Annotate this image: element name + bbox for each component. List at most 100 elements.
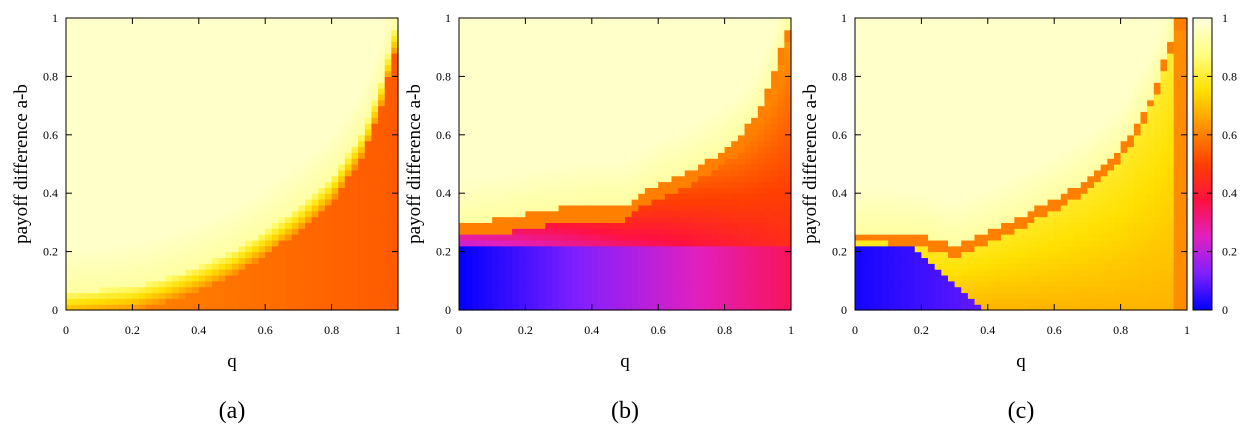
heatmap-cell: [66, 169, 74, 177]
heatmap-cell: [318, 140, 326, 148]
heatmap-cell: [605, 82, 613, 89]
heatmap-cell: [185, 76, 193, 83]
heatmap-cell: [591, 216, 600, 223]
heatmap-cell: [92, 58, 100, 66]
heatmap-cell: [351, 47, 359, 54]
heatmap-cell: [671, 263, 679, 270]
heatmap-cell: [258, 117, 266, 124]
heatmap-cell: [704, 152, 712, 159]
heatmap-cell: [751, 29, 759, 37]
heatmap-cell: [478, 292, 487, 299]
heatmap-cell: [757, 47, 766, 54]
heatmap-cell: [478, 187, 487, 194]
heatmap-cell: [631, 70, 639, 77]
heatmap-cell: [625, 187, 633, 194]
heatmap-cell: [238, 187, 246, 194]
heatmap-cell: [344, 228, 353, 235]
heatmap-cell: [331, 292, 339, 299]
heatmap-cell: [591, 158, 600, 165]
heatmap-cell: [245, 199, 253, 206]
heatmap-cell: [119, 18, 127, 25]
heatmap-cell: [139, 158, 147, 165]
heatmap-cell: [459, 228, 467, 235]
heatmap-cell: [185, 64, 193, 72]
heatmap-cell: [478, 298, 487, 305]
heatmap-cell: [192, 82, 200, 89]
heatmap-cell: [158, 234, 167, 241]
heatmap-cell: [578, 29, 586, 37]
heatmap-cell: [478, 88, 487, 95]
heatmap-cell: [85, 274, 94, 282]
heatmap-cell: [777, 269, 785, 276]
heatmap-cell: [79, 204, 87, 212]
heatmap-cell: [532, 181, 540, 188]
heatmap-cell: [731, 193, 739, 200]
heatmap-cell: [478, 263, 487, 270]
heatmap-cell: [99, 292, 107, 299]
heatmap-cell: [598, 53, 606, 60]
heatmap-cell: [185, 164, 193, 171]
heatmap-cell: [545, 58, 553, 66]
heatmap-cell: [265, 274, 273, 282]
heatmap-cell: [664, 76, 673, 83]
heatmap-cell: [605, 234, 613, 241]
heatmap-cell: [465, 228, 473, 235]
heatmap-cell: [512, 199, 520, 206]
heatmap-cell: [344, 88, 353, 95]
heatmap-cell: [92, 269, 100, 276]
heatmap-cell: [351, 181, 359, 188]
heatmap-cell: [324, 41, 333, 48]
heatmap-cell: [258, 204, 266, 212]
heatmap-cell: [358, 23, 366, 31]
heatmap-cell: [371, 58, 379, 66]
heatmap-cell: [545, 263, 553, 270]
heatmap-cell: [737, 245, 746, 253]
heatmap-cell: [472, 234, 480, 241]
heatmap-cell: [298, 193, 306, 200]
heatmap-cell: [571, 298, 580, 305]
heatmap-cell: [757, 216, 766, 223]
heatmap-cell: [678, 269, 686, 276]
heatmap-cell: [119, 53, 127, 60]
heatmap-cell: [465, 263, 473, 270]
heatmap-cell: [724, 234, 732, 241]
heatmap-cell: [178, 146, 187, 153]
heatmap-cell: [291, 204, 299, 212]
heatmap-cell: [625, 18, 633, 25]
heatmap-cell: [678, 76, 686, 83]
heatmap-cell: [232, 187, 240, 194]
heatmap-cell: [518, 169, 526, 177]
heatmap-cell: [105, 88, 114, 95]
heatmap-cell: [698, 274, 706, 282]
heatmap-cell: [704, 58, 712, 66]
heatmap-cell: [724, 175, 732, 183]
heatmap-cell: [717, 53, 726, 60]
heatmap-cell: [538, 251, 546, 259]
heatmap-cell: [152, 82, 160, 89]
heatmap-cell: [651, 117, 659, 124]
heatmap-cell: [99, 245, 107, 253]
heatmap-cell: [771, 111, 779, 118]
heatmap-cell: [278, 134, 286, 142]
heatmap-cell: [472, 128, 480, 136]
heatmap-cell: [578, 286, 586, 294]
heatmap-cell: [344, 47, 353, 54]
heatmap-cell: [278, 280, 286, 288]
heatmap-cell: [185, 245, 193, 253]
heatmap-cell: [658, 204, 666, 212]
heatmap-cell: [478, 70, 487, 77]
heatmap-cell: [192, 257, 200, 264]
heatmap-cell: [185, 105, 193, 113]
heatmap-cell: [744, 64, 752, 72]
heatmap-cell: [591, 251, 600, 259]
heatmap-cell: [232, 41, 240, 48]
heatmap-cell: [192, 228, 200, 235]
heatmap-cell: [305, 304, 313, 311]
heatmap-cell: [724, 35, 732, 42]
heatmap-cell: [258, 228, 266, 235]
heatmap-cell: [99, 134, 107, 142]
heatmap-cell: [225, 35, 233, 42]
heatmap-cell: [625, 204, 633, 212]
heatmap-cell: [704, 286, 712, 294]
heatmap-cell: [492, 234, 500, 241]
